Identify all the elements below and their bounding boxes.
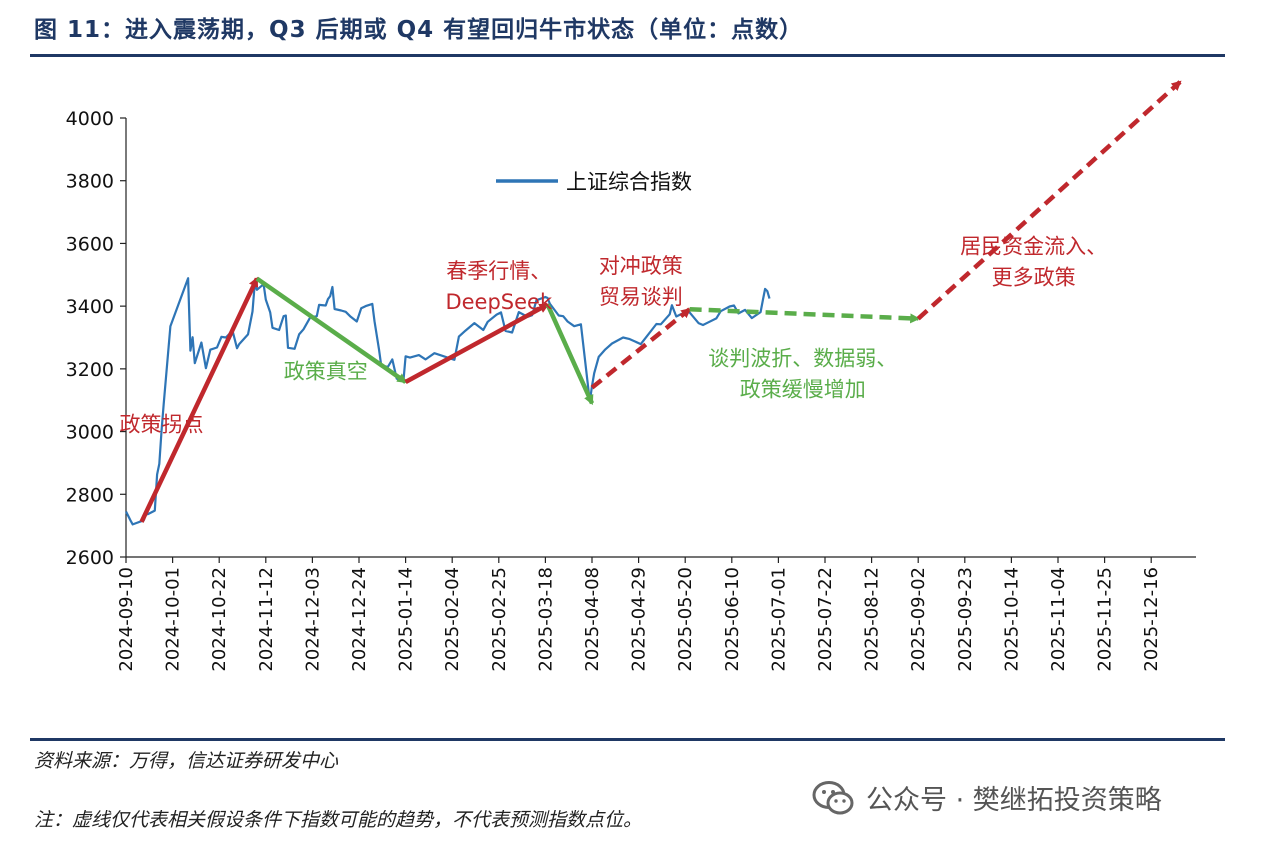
x-tick-label: 2025-12-16: [1141, 567, 1162, 672]
trend-arrow: [916, 80, 1182, 321]
trend-annotation: 谈判波折、数据弱、: [708, 347, 897, 371]
x-tick-label: 2024-12-03: [302, 567, 323, 672]
y-tick-label: 3800: [66, 171, 114, 193]
x-tick-label: 2024-10-22: [209, 567, 230, 672]
x-tick-label: 2025-05-20: [675, 567, 696, 672]
trend-arrow: [590, 307, 692, 390]
trend-annotation: 对冲政策: [599, 254, 683, 278]
x-tick-label: 2025-08-12: [862, 567, 883, 672]
y-tick-label: 4000: [66, 108, 114, 130]
footnote: 注：虚线仅代表相关假设条件下指数可能的趋势，不代表预测指数点位。: [34, 809, 643, 831]
trend-annotation: 春季行情、: [446, 259, 551, 283]
x-tick-label: 2025-02-25: [489, 567, 510, 672]
x-tick-label: 2025-09-23: [955, 567, 976, 672]
x-tick-label: 2025-09-02: [908, 567, 929, 672]
footer-rule: [30, 738, 1225, 741]
trend-arrow: [404, 302, 550, 385]
x-tick-label: 2025-04-08: [582, 567, 603, 672]
x-tick-label: 2024-10-01: [163, 567, 184, 672]
y-tick-label: 3000: [66, 422, 114, 444]
x-tick-label: 2025-11-04: [1048, 567, 1069, 672]
x-tick-label: 2025-06-10: [722, 567, 743, 672]
title-rule: [30, 54, 1225, 57]
source-note: 资料来源：万得，信达证券研发中心: [34, 750, 339, 772]
legend: 上证综合指数: [496, 170, 692, 194]
x-tick-label: 2025-02-04: [442, 567, 463, 672]
trend-annotation: 政策缓慢增加: [740, 378, 866, 402]
x-tick-label: 2025-04-29: [629, 567, 650, 672]
trend-annotation: 政策拐点: [120, 413, 204, 437]
chart: 2600 2800 3000 3200 3400 3600 3800 4000 2024-09-…: [66, 80, 1196, 672]
trend-arrow: [689, 307, 921, 324]
y-tick-label: 3200: [66, 359, 114, 381]
x-tick-label: 2025-03-18: [535, 567, 556, 672]
trend-annotation: 政策真空: [284, 359, 368, 383]
trend-annotation: 更多政策: [992, 265, 1076, 289]
watermark-text: 公众号 · 樊继拓投资策略: [866, 785, 1162, 816]
x-tick-label: 2025-07-01: [768, 567, 789, 672]
trend-arrow: [545, 303, 595, 406]
y-tick-label: 2600: [66, 547, 114, 569]
legend-label: 上证综合指数: [566, 170, 692, 194]
x-tick-label: 2024-12-24: [349, 567, 370, 672]
trend-annotation: 居民资金流入、: [960, 234, 1107, 258]
trend-annotation: 贸易谈判: [599, 285, 683, 309]
x-tick-label: 2025-07-22: [815, 567, 836, 672]
x-tick-label: 2025-01-14: [396, 567, 417, 672]
trend-arrow: [139, 276, 259, 523]
trend-arrow: [255, 276, 408, 384]
y-tick-label: 2800: [66, 484, 114, 506]
series-line: [125, 277, 771, 526]
y-tick-label: 3600: [66, 233, 114, 255]
watermark: 公众号 · 樊继拓投资策略: [812, 778, 1162, 817]
x-tick-label: 2024-09-10: [116, 567, 137, 672]
x-tick-label: 2025-10-14: [1001, 567, 1022, 672]
wechat-icon: [812, 780, 854, 814]
x-tick-label: 2025-11-25: [1095, 567, 1116, 672]
y-tick-label: 3400: [66, 296, 114, 318]
trend-annotation: DeepSeek: [445, 290, 553, 314]
x-tick-label: 2024-11-12: [256, 567, 277, 672]
figure-title: 图 11：进入震荡期，Q3 后期或 Q4 有望回归牛市状态（单位：点数）: [34, 17, 804, 43]
